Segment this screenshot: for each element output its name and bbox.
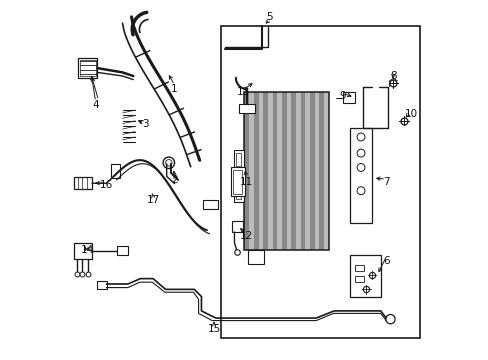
Bar xyxy=(300,92,305,250)
Bar xyxy=(97,282,106,289)
Bar xyxy=(263,92,267,250)
Bar xyxy=(231,167,244,196)
Bar xyxy=(354,265,363,271)
Text: 12: 12 xyxy=(239,231,252,240)
Text: 8: 8 xyxy=(389,71,396,81)
Bar xyxy=(235,185,241,199)
Text: 13: 13 xyxy=(236,87,249,97)
Text: 7: 7 xyxy=(382,177,388,187)
Bar xyxy=(291,92,295,250)
Bar xyxy=(233,182,244,202)
Text: 6: 6 xyxy=(382,256,388,266)
Bar xyxy=(221,26,419,338)
Bar xyxy=(319,92,324,250)
Text: 3: 3 xyxy=(142,120,149,129)
Bar xyxy=(305,92,309,250)
Bar xyxy=(247,250,264,264)
Bar xyxy=(314,92,319,250)
Bar xyxy=(231,221,242,232)
Text: 10: 10 xyxy=(404,109,417,119)
Bar xyxy=(74,177,92,189)
Bar xyxy=(253,92,258,250)
Bar xyxy=(235,153,241,166)
Bar xyxy=(244,92,249,250)
Bar xyxy=(295,92,300,250)
Bar xyxy=(282,92,286,250)
Bar xyxy=(267,92,272,250)
Bar xyxy=(80,60,96,76)
Bar xyxy=(286,92,291,250)
Bar xyxy=(349,128,371,223)
Bar xyxy=(233,149,244,169)
Bar xyxy=(244,92,328,250)
Bar xyxy=(277,92,282,250)
Bar xyxy=(239,104,255,113)
Bar xyxy=(117,246,128,255)
Bar xyxy=(78,58,97,78)
Bar xyxy=(343,92,354,103)
Bar xyxy=(349,255,380,297)
Bar xyxy=(258,92,263,250)
Text: 17: 17 xyxy=(146,195,160,205)
Bar xyxy=(233,170,242,194)
Bar xyxy=(111,164,120,178)
Bar xyxy=(249,92,253,250)
Bar xyxy=(354,276,363,282)
Text: 5: 5 xyxy=(266,12,272,22)
Text: 2: 2 xyxy=(171,175,178,185)
Bar xyxy=(203,200,217,209)
Text: 14: 14 xyxy=(81,245,94,255)
Text: 9: 9 xyxy=(339,91,346,101)
Text: 1: 1 xyxy=(171,84,178,94)
Text: 16: 16 xyxy=(100,180,113,190)
Bar xyxy=(324,92,328,250)
Text: 4: 4 xyxy=(92,100,99,110)
Bar xyxy=(309,92,314,250)
Bar xyxy=(74,243,92,259)
Text: 11: 11 xyxy=(239,177,252,187)
Bar xyxy=(272,92,277,250)
Text: 15: 15 xyxy=(207,324,220,334)
